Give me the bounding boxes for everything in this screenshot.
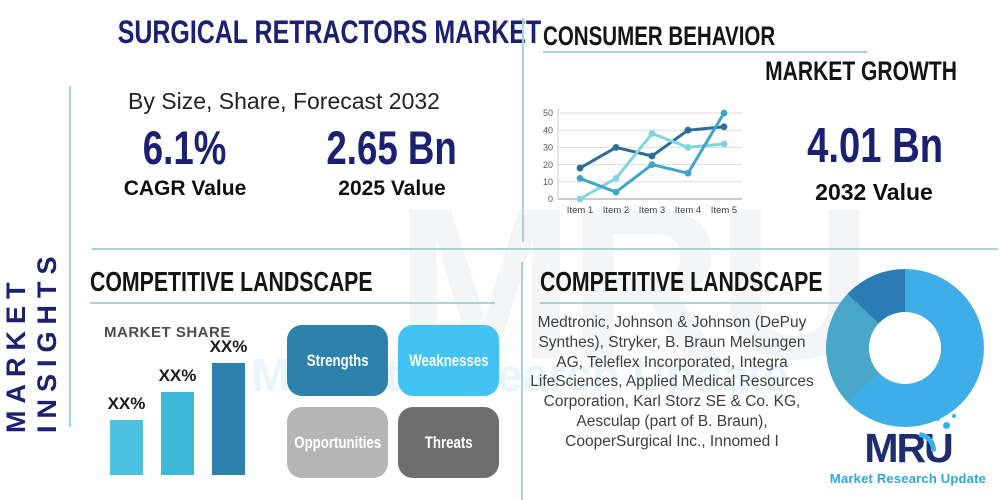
competitive-landscape-left-title: COMPETITIVE LANDSCAPE xyxy=(90,266,373,297)
base-label: 2025 Value xyxy=(338,177,446,200)
bar-value-label: XX% xyxy=(107,394,146,413)
svg-text:20: 20 xyxy=(543,160,553,170)
swot-opportunities-label: Opportunities xyxy=(294,432,381,452)
svg-text:Item 2: Item 2 xyxy=(603,205,629,216)
logo-sparkle-icon xyxy=(942,422,950,429)
svg-text:Item 1: Item 1 xyxy=(567,205,593,216)
bar-value-label: XX% xyxy=(158,366,197,385)
forecast-value: 4.01 Bn xyxy=(807,119,944,173)
bottom-middle-vertical-divider xyxy=(521,262,523,500)
svg-text:10: 10 xyxy=(543,177,553,187)
competitive-landscape-left-underline xyxy=(90,302,495,304)
market-share-bar xyxy=(110,420,143,475)
market-share-bar xyxy=(212,363,245,475)
competitive-landscape-right-title: COMPETITIVE LANDSCAPE xyxy=(540,266,823,297)
stat-2025-value: 2.65 Bn 2025 Value xyxy=(298,124,486,201)
svg-text:30: 30 xyxy=(543,143,553,153)
svg-text:40: 40 xyxy=(543,125,553,135)
competitive-landscape-right-underline xyxy=(540,302,870,304)
consumer-behavior-title: CONSUMER BEHAVIOR xyxy=(543,21,776,51)
svg-text:Item 3: Item 3 xyxy=(639,205,665,216)
vertical-section-label: MARKET INSIGHTS xyxy=(1,249,62,433)
svg-text:0: 0 xyxy=(548,194,553,204)
consumer-behavior-underline xyxy=(543,51,867,53)
cagr-value: 6.1% xyxy=(143,121,227,174)
swot-grid: Strengths Weaknesses Opportunities Threa… xyxy=(287,325,499,478)
swot-weaknesses-box: Weaknesses xyxy=(398,325,499,396)
swot-strengths-label: Strengths xyxy=(306,350,369,370)
company-list: Medtronic, Johnson & Johnson (DePuy Synt… xyxy=(530,314,814,450)
market-share-bar xyxy=(161,392,194,475)
growth-line-chart: 0 10 20 30 40 50 Item 1 Item 2 Item 3 Item 4 Item … xyxy=(543,108,742,216)
forecast-label: 2032 Value xyxy=(815,179,933,205)
brand-logo: MRU Market Research Update xyxy=(826,409,990,486)
market-share-label: MARKET SHARE xyxy=(104,324,231,341)
market-share-donut-chart xyxy=(826,269,984,427)
logo-sparkle-icon xyxy=(934,416,940,421)
logo-text: MRU xyxy=(864,409,956,476)
left-vertical-divider xyxy=(69,86,71,427)
base-value: 2.65 Bn xyxy=(326,121,458,174)
stat-cagr: 6.1% CAGR Value xyxy=(105,124,265,201)
top-middle-vertical-divider xyxy=(522,18,524,242)
logo-sparkle-icon xyxy=(951,414,956,418)
swot-strengths-box: Strengths xyxy=(287,325,388,396)
swot-threats-box: Threats xyxy=(398,407,499,478)
swot-threats-label: Threats xyxy=(424,432,473,452)
bar-value-label: XX% xyxy=(209,337,248,356)
logo-tagline: Market Research Update xyxy=(829,471,987,486)
donut-hole xyxy=(869,312,941,384)
swot-weaknesses-label: Weaknesses xyxy=(408,350,489,370)
svg-text:Item 4: Item 4 xyxy=(675,205,701,216)
logo-sparkle-icon xyxy=(942,409,946,412)
stat-2032-value: 4.01 Bn 2032 Value xyxy=(788,122,960,206)
svg-text:50: 50 xyxy=(543,108,553,118)
page-subtitle: By Size, Share, Forecast 2032 xyxy=(128,88,440,114)
market-share-bar-chart: XX% XX% XX% xyxy=(105,337,255,475)
horizontal-divider xyxy=(92,248,998,250)
cagr-label: CAGR Value xyxy=(123,177,247,200)
market-growth-title: MARKET GROWTH xyxy=(765,56,957,86)
page-title: SURGICAL RETRACTORS MARKET xyxy=(117,14,542,50)
svg-text:Item 5: Item 5 xyxy=(711,205,737,216)
swot-opportunities-box: Opportunities xyxy=(287,407,388,478)
